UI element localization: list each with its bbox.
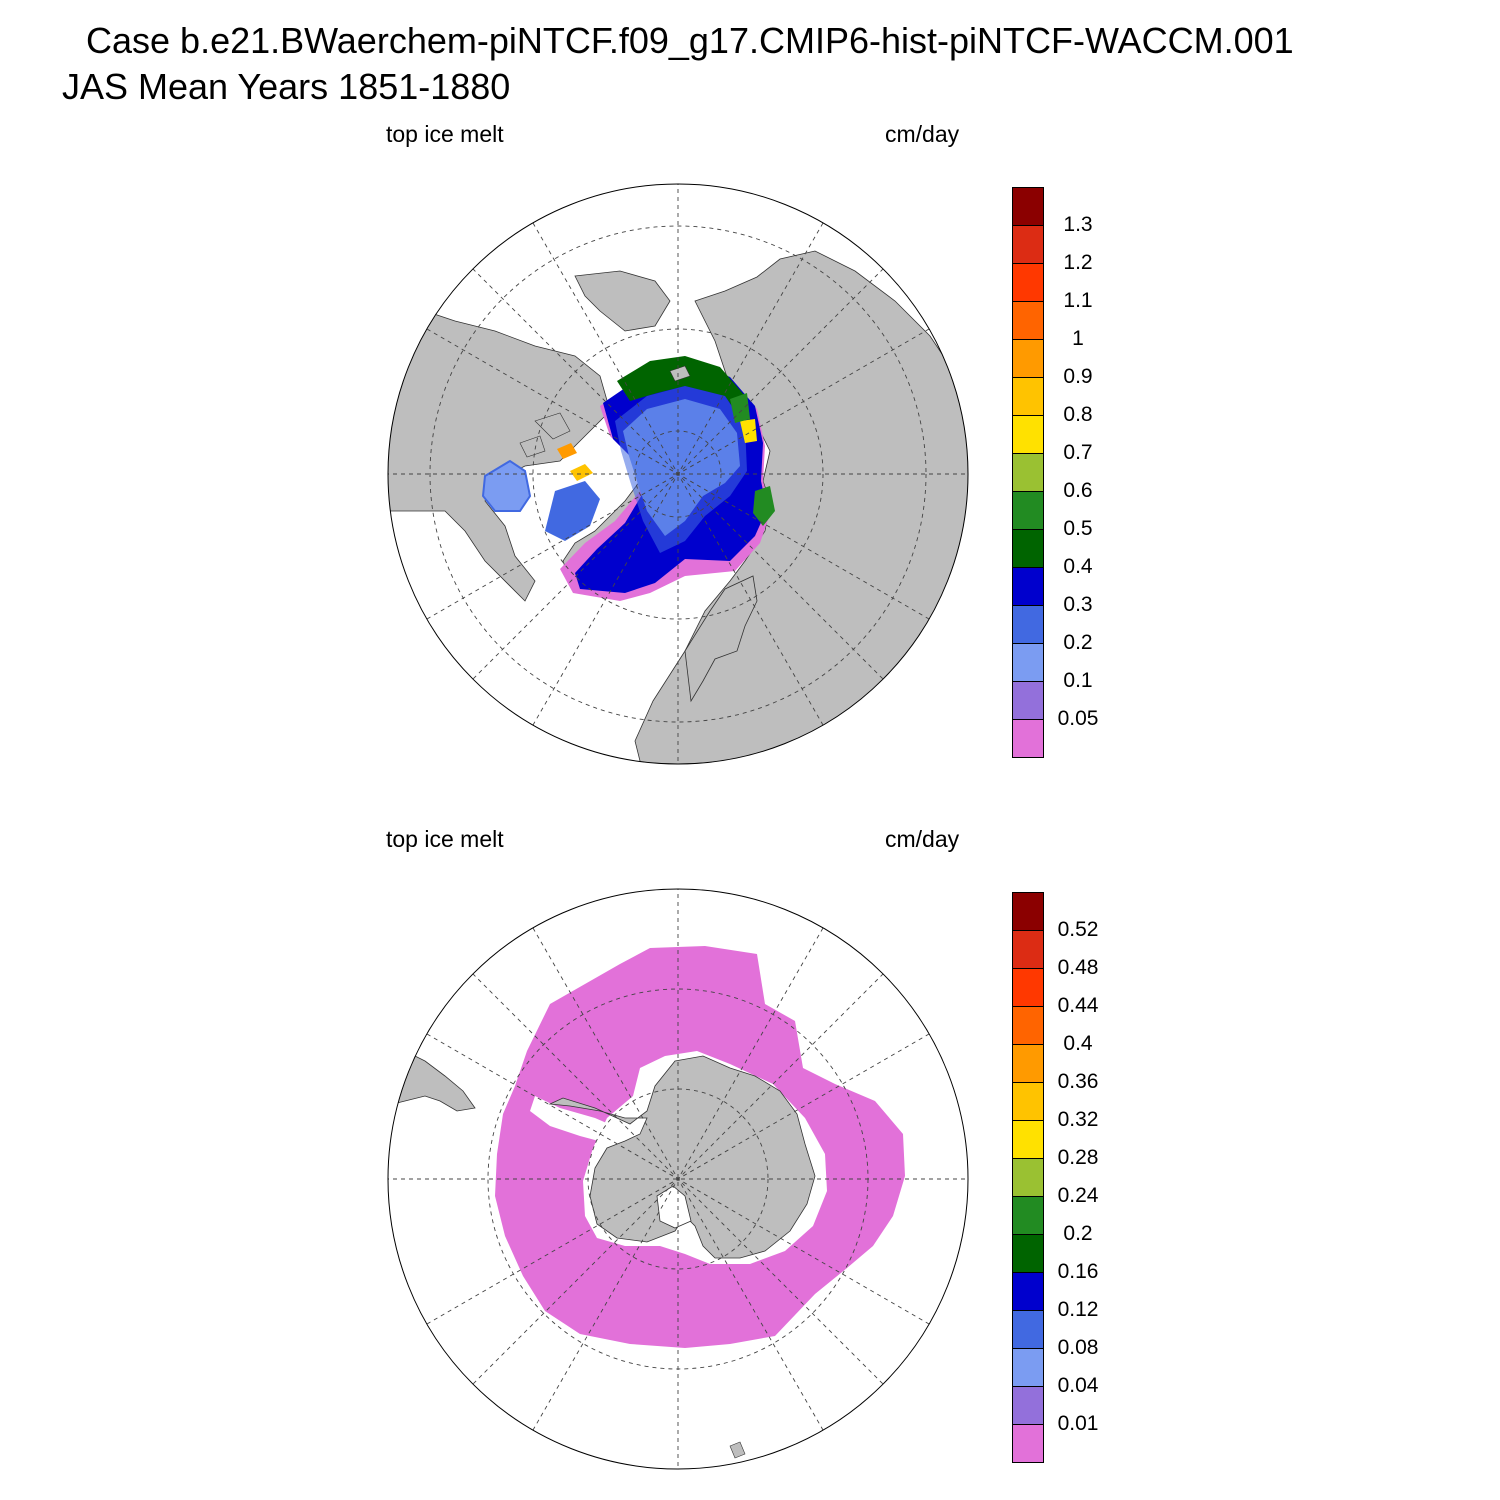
nh-colorbar-tick-label: 1.2 bbox=[1063, 251, 1093, 274]
nh-colorbar-tick-label: 0.7 bbox=[1063, 441, 1093, 464]
nh-ice-green-patch-east bbox=[753, 486, 775, 526]
sh-colorbar-tick-label: 0.2 bbox=[1063, 1222, 1093, 1245]
sh-ocean-peninsula-gap bbox=[530, 1096, 640, 1146]
figure-title-period: JAS Mean Years 1851-1880 bbox=[62, 66, 511, 107]
sh-land-antarctica bbox=[548, 1055, 816, 1259]
nh-ice-ring-green bbox=[617, 356, 750, 421]
nh-map-border bbox=[387, 183, 969, 765]
sh-colorbar-tick-label: 0.01 bbox=[1057, 1412, 1099, 1435]
nh-ice-orange-patch bbox=[557, 443, 577, 459]
nh-colorbar-tick-label: 1 bbox=[1072, 327, 1084, 350]
sh-colorbar-tick-label: 0.24 bbox=[1057, 1184, 1099, 1207]
sh-units-label: cm/day bbox=[885, 826, 960, 852]
sh-colorbar-box bbox=[1012, 968, 1044, 1007]
figure-title-case: Case b.e21.BWaerchem-piNTCF.f09_g17.CMIP… bbox=[86, 20, 1294, 61]
nh-variable-label: top ice melt bbox=[386, 121, 504, 147]
sh-map-border bbox=[387, 888, 969, 1470]
nh-colorbar-tick-label: 0.2 bbox=[1063, 631, 1093, 654]
sh-colorbar-tick-label: 0.28 bbox=[1057, 1146, 1099, 1169]
sh-colorbar-tick-label: 0.16 bbox=[1057, 1260, 1099, 1283]
sh-colorbar-tick-label: 0.44 bbox=[1057, 994, 1099, 1017]
sh-colorbar-box bbox=[1012, 1310, 1044, 1349]
sh-variable-label: top ice melt bbox=[386, 826, 504, 852]
nh-land-islands bbox=[519, 365, 691, 458]
nh-land-europe bbox=[684, 575, 758, 703]
sh-colorbar-box bbox=[1012, 930, 1044, 969]
sh-colorbar bbox=[1012, 892, 1046, 1463]
sh-graticule bbox=[388, 889, 968, 1469]
nh-ice-mid-blue bbox=[615, 386, 747, 553]
nh-colorbar-tick-label: 0.8 bbox=[1063, 403, 1093, 426]
nh-units-label: cm/day bbox=[885, 121, 960, 147]
sh-ross-ice-shelf bbox=[656, 1185, 692, 1229]
nh-colorbar-box bbox=[1012, 225, 1044, 264]
nh-colorbar-box bbox=[1012, 453, 1044, 492]
sh-colorbar-box bbox=[1012, 1120, 1044, 1159]
nh-ice-green-east-2 bbox=[730, 393, 750, 423]
sh-colorbar-tick-label: 0.32 bbox=[1057, 1108, 1099, 1131]
nh-colorbar-box bbox=[1012, 719, 1044, 758]
nh-polar-map bbox=[387, 183, 969, 765]
sh-colorbar-box bbox=[1012, 1234, 1044, 1273]
nh-ice-hudson-bay bbox=[481, 459, 532, 512]
nh-graticule bbox=[388, 184, 968, 764]
nh-ice-yellow-patch bbox=[570, 464, 593, 481]
nh-colorbar-box bbox=[1012, 415, 1044, 454]
nh-colorbar-box bbox=[1012, 187, 1044, 226]
sh-colorbar-tick-label: 0.4 bbox=[1063, 1032, 1093, 1055]
nh-colorbar-box bbox=[1012, 263, 1044, 302]
sh-land-island bbox=[729, 1441, 746, 1459]
sh-colorbar-box bbox=[1012, 1006, 1044, 1045]
nh-colorbar-tick-label: 1.3 bbox=[1063, 213, 1093, 236]
nh-colorbar-tick-label: 0.1 bbox=[1063, 669, 1093, 692]
nh-ice-yellow-east bbox=[740, 419, 757, 443]
nh-colorbar-box bbox=[1012, 339, 1044, 378]
sh-colorbar-box bbox=[1012, 1424, 1044, 1463]
nh-colorbar bbox=[1012, 187, 1046, 758]
nh-colorbar-tick-label: 0.05 bbox=[1057, 707, 1099, 730]
nh-colorbar-tick-label: 0.3 bbox=[1063, 593, 1093, 616]
nh-colorbar-tick-label: 0.6 bbox=[1063, 479, 1093, 502]
nh-land-north-america bbox=[388, 310, 611, 602]
nh-colorbar-tick-label: 0.5 bbox=[1063, 517, 1093, 540]
nh-land-alaska bbox=[574, 270, 671, 332]
sh-colorbar-box bbox=[1012, 1158, 1044, 1197]
nh-ice-baffin bbox=[545, 481, 600, 541]
nh-colorbar-tick-label: 1.1 bbox=[1063, 289, 1093, 312]
sh-colorbar-box bbox=[1012, 1386, 1044, 1425]
nh-colorbar-box bbox=[1012, 605, 1044, 644]
nh-colorbar-box bbox=[1012, 529, 1044, 568]
nh-colorbar-box bbox=[1012, 377, 1044, 416]
sh-colorbar-box bbox=[1012, 892, 1044, 931]
sh-colorbar-tick-label: 0.04 bbox=[1057, 1374, 1099, 1397]
sh-polar-map bbox=[387, 888, 969, 1470]
sh-colorbar-tick-label: 0.48 bbox=[1057, 956, 1099, 979]
sh-colorbar-tick-label: 0.12 bbox=[1057, 1298, 1099, 1321]
nh-colorbar-tick-label: 0.9 bbox=[1063, 365, 1093, 388]
sh-colorbar-tick-label: 0.52 bbox=[1057, 918, 1099, 941]
sh-colorbar-tick-label: 0.36 bbox=[1057, 1070, 1099, 1093]
sh-colorbar-tick-label: 0.08 bbox=[1057, 1336, 1099, 1359]
nh-colorbar-box bbox=[1012, 491, 1044, 530]
nh-colorbar-tick-label: 0.4 bbox=[1063, 555, 1093, 578]
